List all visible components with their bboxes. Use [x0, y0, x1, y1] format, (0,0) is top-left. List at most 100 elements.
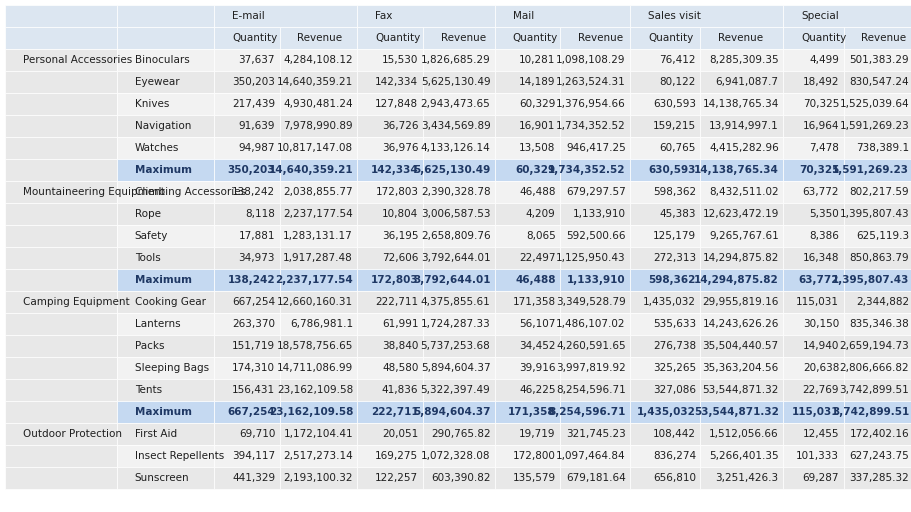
FancyBboxPatch shape	[495, 203, 559, 225]
Text: 4,284,108.12: 4,284,108.12	[283, 55, 353, 65]
FancyBboxPatch shape	[357, 49, 423, 71]
FancyBboxPatch shape	[559, 137, 630, 159]
Text: 5,322,397.49: 5,322,397.49	[420, 385, 490, 395]
Text: 70,325: 70,325	[802, 99, 838, 109]
FancyBboxPatch shape	[117, 203, 214, 225]
Text: Special: Special	[800, 11, 838, 21]
Text: 850,863.79: 850,863.79	[849, 253, 908, 263]
FancyBboxPatch shape	[214, 401, 280, 423]
Text: 16,964: 16,964	[802, 121, 838, 131]
FancyBboxPatch shape	[214, 379, 280, 401]
Text: 5,625,130.49: 5,625,130.49	[420, 77, 490, 87]
Text: Navigation: Navigation	[135, 121, 190, 131]
Text: Knives: Knives	[135, 99, 169, 109]
FancyBboxPatch shape	[559, 467, 630, 489]
FancyBboxPatch shape	[559, 401, 630, 423]
FancyBboxPatch shape	[783, 159, 843, 181]
FancyBboxPatch shape	[423, 313, 495, 335]
Text: 53,544,871.32: 53,544,871.32	[693, 407, 778, 417]
FancyBboxPatch shape	[423, 357, 495, 379]
Text: 8,386: 8,386	[808, 231, 838, 241]
FancyBboxPatch shape	[423, 467, 495, 489]
Text: 1,395,807.43: 1,395,807.43	[831, 275, 908, 285]
Text: 14,294,875.82: 14,294,875.82	[701, 253, 778, 263]
FancyBboxPatch shape	[495, 313, 559, 335]
Text: 37,637: 37,637	[239, 55, 275, 65]
FancyBboxPatch shape	[843, 71, 911, 93]
Text: 172,803: 172,803	[370, 275, 418, 285]
Text: 3,349,528.79: 3,349,528.79	[556, 297, 625, 307]
FancyBboxPatch shape	[117, 269, 214, 291]
Text: 127,848: 127,848	[374, 99, 418, 109]
FancyBboxPatch shape	[630, 401, 700, 423]
Text: 9,265,767.61: 9,265,767.61	[708, 231, 778, 241]
FancyBboxPatch shape	[5, 137, 117, 159]
Text: 1,512,056.66: 1,512,056.66	[709, 429, 778, 439]
FancyBboxPatch shape	[495, 49, 559, 71]
Text: Lanterns: Lanterns	[135, 319, 180, 329]
FancyBboxPatch shape	[495, 269, 559, 291]
Text: 3,006,587.53: 3,006,587.53	[421, 209, 490, 219]
Text: 1,133,910: 1,133,910	[567, 275, 625, 285]
Text: 535,633: 535,633	[652, 319, 695, 329]
FancyBboxPatch shape	[423, 181, 495, 203]
Text: Personal Accessories: Personal Accessories	[23, 55, 132, 65]
Text: 394,117: 394,117	[231, 451, 275, 461]
FancyBboxPatch shape	[357, 313, 423, 335]
FancyBboxPatch shape	[357, 445, 423, 467]
FancyBboxPatch shape	[423, 93, 495, 115]
Text: Quantity: Quantity	[231, 33, 277, 43]
FancyBboxPatch shape	[843, 181, 911, 203]
FancyBboxPatch shape	[843, 27, 911, 49]
Text: 18,492: 18,492	[802, 77, 838, 87]
Text: 156,431: 156,431	[231, 385, 275, 395]
Text: 222,711: 222,711	[370, 407, 418, 417]
FancyBboxPatch shape	[357, 401, 423, 423]
FancyBboxPatch shape	[214, 181, 280, 203]
FancyBboxPatch shape	[700, 445, 783, 467]
FancyBboxPatch shape	[783, 49, 843, 71]
FancyBboxPatch shape	[783, 401, 843, 423]
FancyBboxPatch shape	[630, 203, 700, 225]
Text: 38,840: 38,840	[382, 341, 418, 351]
Text: 5,350: 5,350	[808, 209, 838, 219]
FancyBboxPatch shape	[5, 203, 117, 225]
FancyBboxPatch shape	[630, 225, 700, 247]
FancyBboxPatch shape	[117, 445, 214, 467]
FancyBboxPatch shape	[357, 181, 423, 203]
Text: 1,098,108.29: 1,098,108.29	[556, 55, 625, 65]
FancyBboxPatch shape	[280, 181, 357, 203]
Text: 94,987: 94,987	[239, 143, 275, 153]
Text: 592,500.66: 592,500.66	[566, 231, 625, 241]
FancyBboxPatch shape	[495, 467, 559, 489]
Text: 7,478: 7,478	[808, 143, 838, 153]
FancyBboxPatch shape	[423, 291, 495, 313]
FancyBboxPatch shape	[783, 335, 843, 357]
Text: 835,346.38: 835,346.38	[848, 319, 908, 329]
Text: 36,726: 36,726	[382, 121, 418, 131]
FancyBboxPatch shape	[357, 159, 423, 181]
FancyBboxPatch shape	[495, 401, 559, 423]
FancyBboxPatch shape	[783, 467, 843, 489]
FancyBboxPatch shape	[423, 27, 495, 49]
Text: Binoculars: Binoculars	[135, 55, 189, 65]
Text: Packs: Packs	[135, 341, 164, 351]
Text: 15,530: 15,530	[382, 55, 418, 65]
FancyBboxPatch shape	[5, 181, 117, 203]
FancyBboxPatch shape	[630, 335, 700, 357]
FancyBboxPatch shape	[423, 445, 495, 467]
Text: 1,435,032: 1,435,032	[637, 407, 695, 417]
FancyBboxPatch shape	[783, 269, 843, 291]
FancyBboxPatch shape	[495, 423, 559, 445]
FancyBboxPatch shape	[630, 49, 700, 71]
Text: 276,738: 276,738	[652, 341, 695, 351]
FancyBboxPatch shape	[357, 269, 423, 291]
Text: Revenue: Revenue	[578, 33, 622, 43]
Text: 946,417.25: 946,417.25	[566, 143, 625, 153]
Text: 738,389.1: 738,389.1	[855, 143, 908, 153]
Text: 171,358: 171,358	[507, 407, 555, 417]
FancyBboxPatch shape	[559, 379, 630, 401]
FancyBboxPatch shape	[423, 335, 495, 357]
FancyBboxPatch shape	[700, 159, 783, 181]
Text: Camping Equipment: Camping Equipment	[23, 297, 129, 307]
